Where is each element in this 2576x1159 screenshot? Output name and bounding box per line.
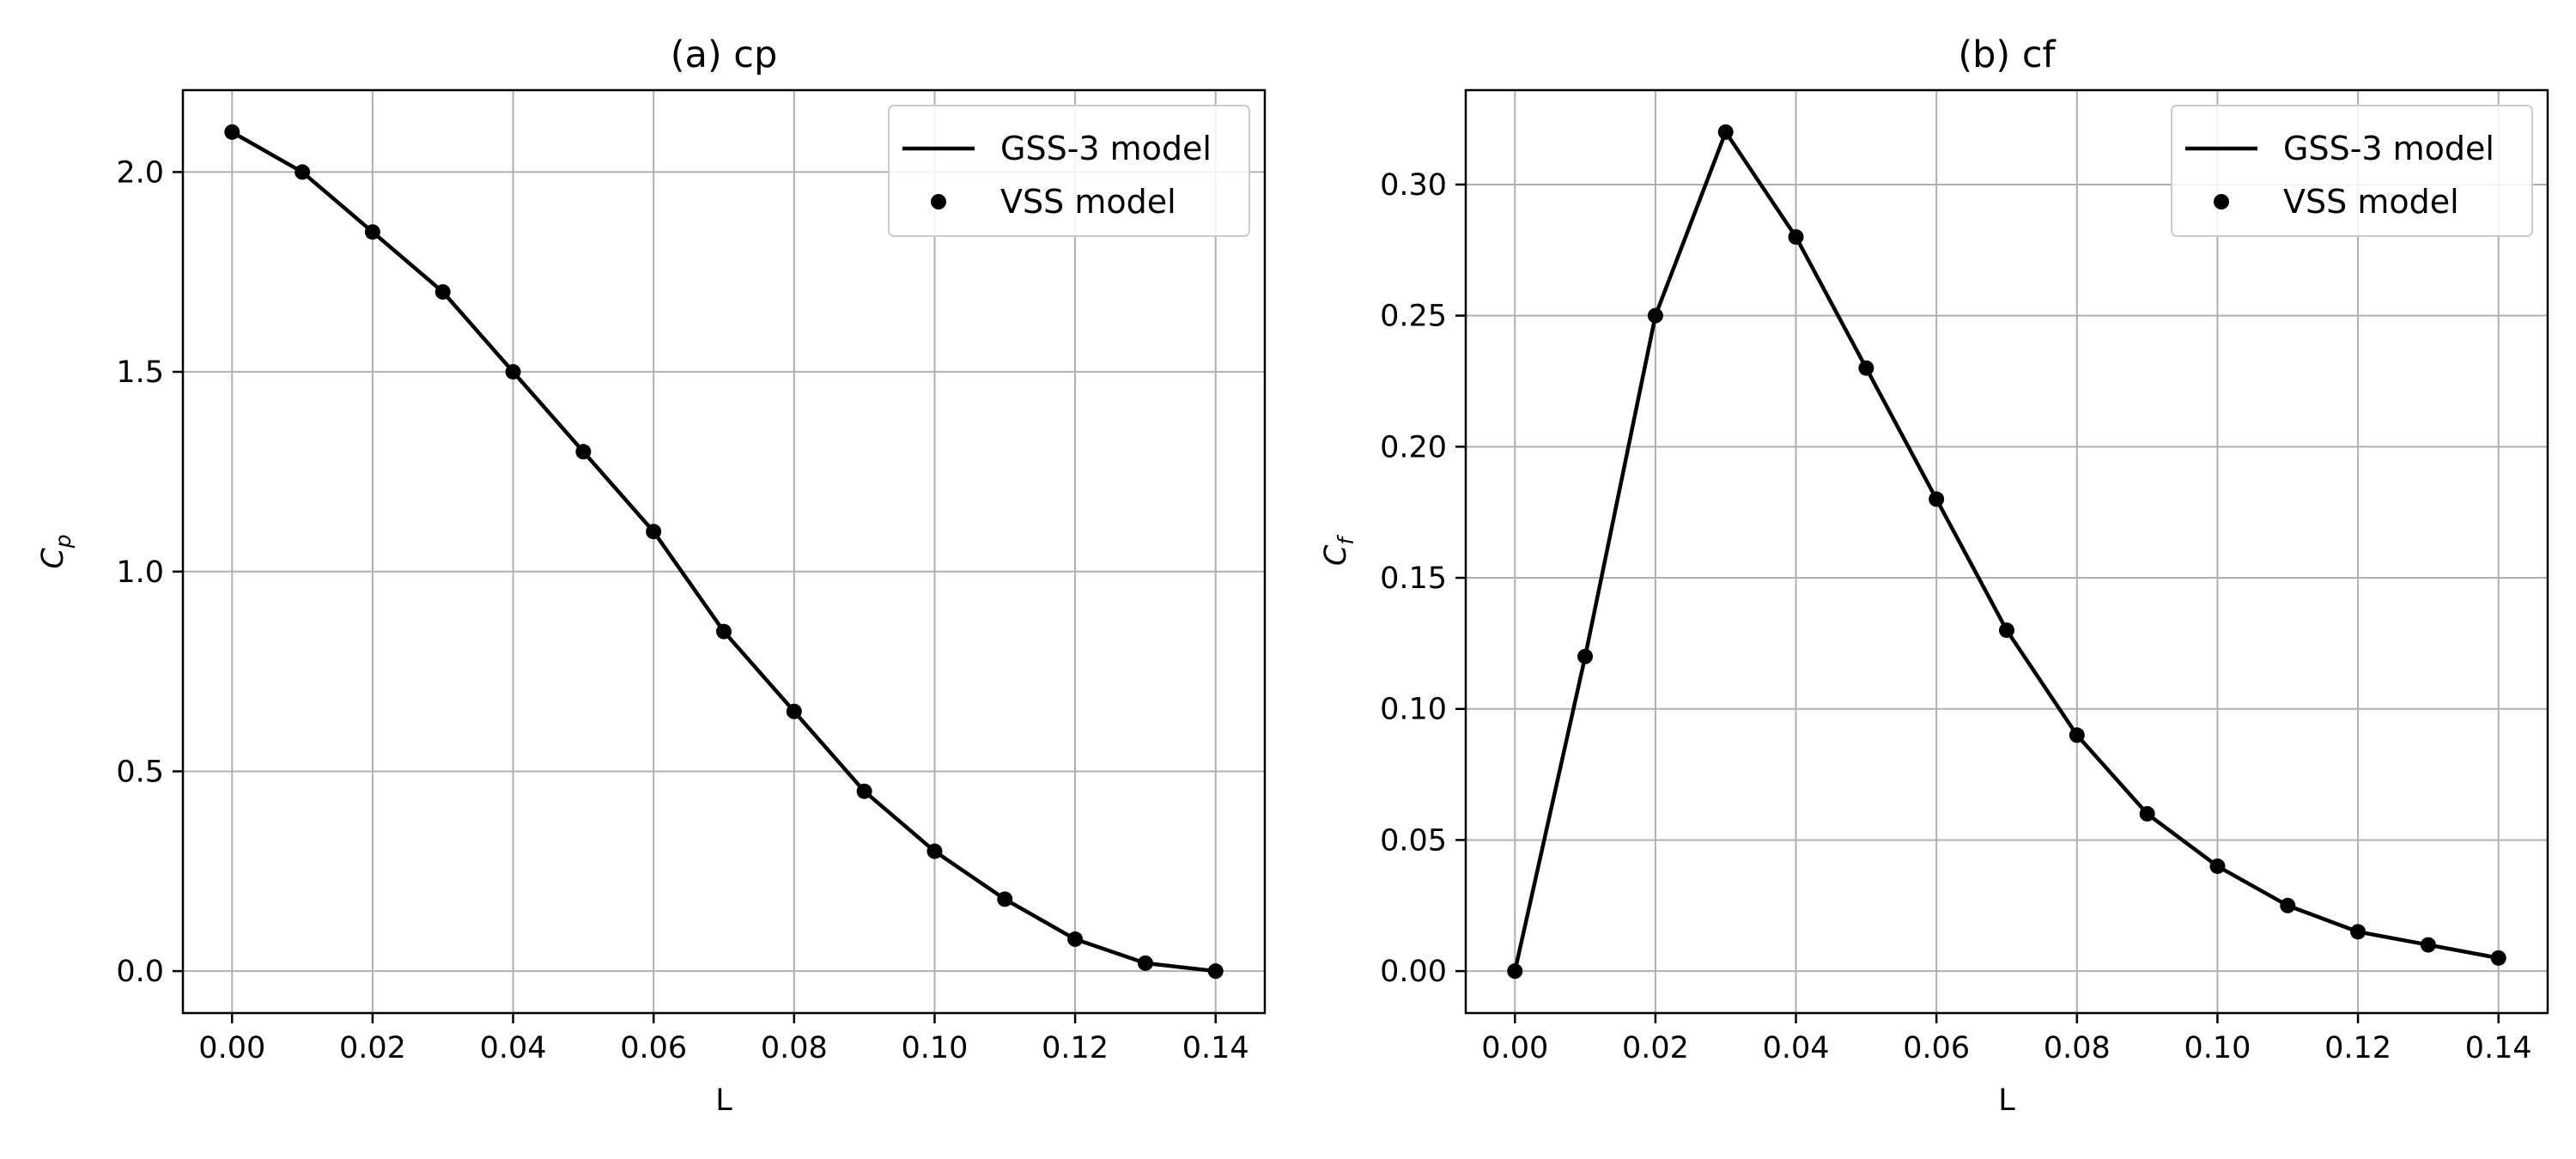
legend: GSS-3 model VSS model	[2171, 105, 2533, 237]
y-tick-label: 0.00	[1380, 955, 1447, 989]
y-axis-label: Cf	[1319, 535, 1358, 566]
vss-data-point	[1067, 931, 1084, 947]
x-tick-label: 0.08	[2044, 1031, 2111, 1065]
x-tick-label: 0.04	[480, 1031, 547, 1065]
x-tick-label: 0.12	[1042, 1031, 1109, 1065]
y-tick-label: 0.15	[1380, 561, 1447, 596]
legend-label-gss3: GSS-3 model	[2283, 130, 2494, 167]
y-tick-label: 0.0	[116, 955, 164, 989]
vss-data-point	[1929, 491, 1945, 507]
y-axis-label-base: C	[1319, 544, 1353, 566]
panel-b: 0.00 0.02 0.04 0.06 0.08 0.10 0.12 0.14 0.00 0.05…	[1319, 33, 2549, 1118]
y-tick-label: 0.25	[1380, 300, 1447, 334]
y-axis-label: Cp	[36, 534, 76, 568]
x-tick-label: 0.00	[198, 1031, 265, 1065]
vss-data-point	[2420, 937, 2436, 953]
vss-data-point	[364, 224, 380, 240]
y-axis-label-base: C	[36, 548, 70, 569]
vss-data-point	[1137, 955, 1153, 971]
vss-data-point	[786, 703, 802, 719]
vss-data-point	[1577, 648, 1594, 664]
vss-data-point	[856, 783, 872, 799]
vss-data-point	[2139, 805, 2155, 822]
y-axis-label-subscript: f	[1334, 535, 1358, 545]
x-tick-label: 0.10	[2184, 1031, 2251, 1065]
vss-data-point	[2069, 727, 2085, 743]
series-line-gss3	[1513, 130, 2500, 972]
vss-data-point	[575, 444, 592, 460]
legend-marker-swatch	[931, 194, 946, 209]
legend-label-vss: VSS model	[1000, 183, 1176, 221]
y-tick-label: 1.0	[116, 555, 164, 590]
vss-data-point	[2280, 897, 2296, 913]
vss-data-point	[224, 124, 240, 140]
vss-data-point	[434, 284, 451, 300]
y-axis-label-subscript: p	[51, 534, 76, 549]
x-tick-label: 0.06	[1903, 1031, 1970, 1065]
x-tick-label: 0.12	[2324, 1031, 2391, 1065]
x-tick-label: 0.02	[339, 1031, 406, 1065]
chart-title: (a) cp	[671, 33, 778, 76]
legend-label-vss: VSS model	[2283, 183, 2459, 221]
x-axis-label: L	[1998, 1083, 2015, 1118]
x-axis-label: L	[715, 1083, 732, 1118]
vss-data-point	[1647, 307, 1663, 324]
vss-data-point	[2209, 858, 2226, 874]
vss-data-point	[716, 623, 732, 640]
legend-frame	[888, 105, 1250, 237]
legend: GSS-3 model VSS model	[888, 105, 1250, 237]
y-tick-label: 0.10	[1380, 693, 1447, 727]
x-tick-label: 0.06	[620, 1031, 687, 1065]
x-tick-label: 0.08	[761, 1031, 828, 1065]
vss-data-point	[646, 524, 662, 540]
x-tick-label: 0.00	[1481, 1031, 1548, 1065]
legend-frame	[2171, 105, 2533, 237]
x-tick-label: 0.04	[1763, 1031, 1830, 1065]
x-tick-label: 0.02	[1622, 1031, 1689, 1065]
y-tick-label: 0.05	[1380, 823, 1447, 858]
axes-frame	[1464, 88, 2549, 1015]
vss-data-point	[1999, 622, 2014, 639]
vss-data-point	[2490, 950, 2506, 966]
x-tick-label: 0.14	[1182, 1031, 1249, 1065]
y-tick-label: 0.20	[1380, 430, 1447, 464]
y-tick-label: 0.5	[116, 755, 164, 789]
vss-data-point	[505, 364, 521, 380]
vss-data-point	[927, 843, 943, 859]
vss-data-point	[1858, 360, 1874, 376]
x-tick-label: 0.10	[901, 1031, 968, 1065]
panel-a: 0.00 0.02 0.04 0.06 0.08 0.10 0.12 0.14 0.0 0.5 1.…	[36, 33, 1267, 1118]
vss-data-point	[997, 891, 1013, 907]
x-tick-label: 0.14	[2465, 1031, 2532, 1065]
y-tick-label: 0.30	[1380, 168, 1447, 203]
vss-data-point	[1507, 963, 1523, 980]
axes-frame	[181, 88, 1267, 1015]
legend-marker-swatch	[2214, 194, 2229, 209]
vss-data-point	[1207, 963, 1224, 980]
vss-data-point	[1788, 229, 1804, 246]
vss-data-point	[1717, 124, 1734, 140]
y-tick-label: 1.5	[116, 355, 164, 390]
y-tick-label: 2.0	[116, 155, 164, 190]
series-line-gss3	[231, 130, 1216, 974]
vss-data-point	[295, 164, 311, 180]
legend-label-gss3: GSS-3 model	[1000, 130, 1212, 167]
vss-data-point	[2350, 924, 2366, 940]
chart-title: (b) cf	[1958, 33, 2056, 76]
